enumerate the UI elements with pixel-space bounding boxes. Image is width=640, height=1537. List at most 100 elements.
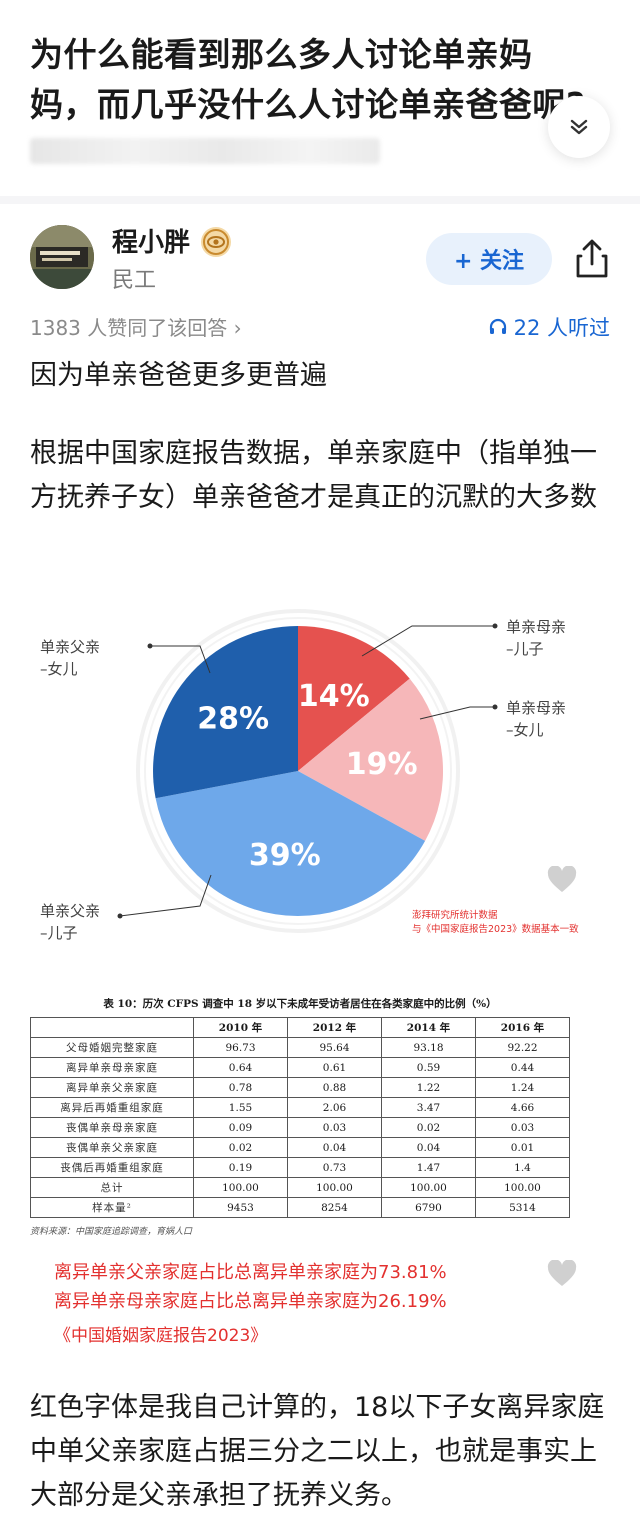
pie-label-father-son-2: –儿子 [40, 924, 78, 942]
data-table-image: 表 10：历次 CFPS 调查中 18 岁以下未成年受访者居住在各类家庭中的比例… [30, 996, 570, 1237]
table-cell: 0.03 [475, 1117, 570, 1138]
pie-value-label-2: 39% [249, 838, 321, 873]
table-row-label: 样本量² [30, 1197, 194, 1218]
answer-paragraph-2: 根据中国家庭报告数据，单亲家庭中（指单独一方抚养子女）单亲爸爸才是真正的沉默的大… [30, 438, 597, 513]
table-cell: 3.47 [381, 1097, 476, 1118]
table-cell: 9453 [193, 1197, 288, 1218]
table-cell: 0.64 [193, 1057, 288, 1078]
table-row-label: 丧偶单亲母亲家庭 [30, 1117, 194, 1138]
answer-paragraph-1: 因为单亲爸爸更多更普遍 [30, 360, 327, 391]
table-header-cell: 2012 年 [287, 1017, 382, 1038]
table-source: 资料来源：中国家庭追踪调查，育娲人口 [30, 1227, 193, 1237]
pie-slice-0 [298, 626, 410, 771]
table-cell: 0.01 [475, 1137, 570, 1158]
table-cell: 0.19 [193, 1157, 288, 1178]
table-cell: 6790 [381, 1197, 476, 1218]
author-title: 民工 [112, 268, 157, 293]
table-row: 离异后再婚重组家庭 1.55 2.06 3.47 4.66 [30, 1097, 570, 1118]
pie-slice-1 [298, 678, 444, 841]
heart-icon[interactable] [547, 866, 577, 894]
table-row-label: 父母婚姻完整家庭 [30, 1037, 194, 1058]
listeners-text: 22 人听过 [513, 316, 610, 340]
question-header: 为什么能看到那么多人讨论单亲妈妈，而几乎没什么人讨论单亲爸爸呢? [0, 0, 640, 196]
table-cell: 0.59 [381, 1057, 476, 1078]
pie-label-mother-daughter-2: –女儿 [506, 721, 544, 739]
follow-button[interactable]: + 关注 [426, 233, 552, 285]
table-cell: 8254 [287, 1197, 382, 1218]
table-cell: 0.03 [287, 1117, 382, 1138]
share-icon[interactable] [572, 238, 612, 280]
upvote-count[interactable]: 1383 人赞同了该回答 › [30, 316, 242, 340]
table-cell: 0.61 [287, 1057, 382, 1078]
table-cell: 1.47 [381, 1157, 476, 1178]
table-row-label: 离异单亲父亲家庭 [30, 1077, 194, 1098]
table-caption: 表 10：历次 CFPS 调查中 18 岁以下未成年受访者居住在各类家庭中的比例… [103, 998, 497, 1010]
pie-label-father-son-1: 单亲父亲 [40, 902, 100, 920]
eye-badge-icon [201, 227, 231, 257]
table-row-label: 丧偶后再婚重组家庭 [30, 1157, 194, 1178]
pie-label-mother-daughter-1: 单亲母亲 [506, 699, 566, 717]
table-cell: 95.64 [287, 1037, 382, 1058]
headphones-icon [489, 318, 506, 334]
table-row: 丧偶后再婚重组家庭 0.19 0.73 1.47 1.4 [30, 1157, 570, 1178]
author-name[interactable]: 程小胖 [112, 228, 191, 258]
red-source: 《中国婚姻家庭报告2023》 [54, 1326, 268, 1346]
table-cell: 0.44 [475, 1057, 570, 1078]
table-row: 总计 100.00 100.00 100.00 100.00 [30, 1177, 570, 1198]
table-row-label: 离异后再婚重组家庭 [30, 1097, 194, 1118]
listeners[interactable]: 22 人听过 [488, 312, 610, 342]
pie-value-label-0: 14% [298, 679, 370, 714]
pie-slice-3 [153, 626, 298, 799]
pie-slice-2 [155, 771, 426, 917]
table-row: 离异单亲父亲家庭 0.78 0.88 1.22 1.24 [30, 1077, 570, 1098]
table-cell: 0.78 [193, 1077, 288, 1098]
table-cell: 1.24 [475, 1077, 570, 1098]
red-note-2: 离异单亲母亲家庭占比总离异单亲家庭为26.19% [54, 1291, 447, 1312]
pie-label-father-daughter-2: –女儿 [40, 660, 78, 678]
table-cell: 93.18 [381, 1037, 476, 1058]
table-cell: 92.22 [475, 1037, 570, 1058]
pie-label-mother-son-1: 单亲母亲 [506, 618, 566, 636]
table-cell: 5314 [475, 1197, 570, 1218]
table-cell: 100.00 [287, 1177, 382, 1198]
table-cell: 96.73 [193, 1037, 288, 1058]
table-row: 样本量² 9453 8254 6790 5314 [30, 1197, 570, 1218]
table-cell: 100.00 [475, 1177, 570, 1198]
section-divider [0, 196, 640, 204]
table-row-label: 丧偶单亲父亲家庭 [30, 1137, 194, 1158]
table-cell: 0.73 [287, 1157, 382, 1178]
table-row: 离异单亲母亲家庭 0.64 0.61 0.59 0.44 [30, 1057, 570, 1078]
expand-button[interactable] [548, 96, 610, 158]
data-table: 2010 年 2012 年 2014 年 2016 年 父母婚姻完整家庭 96.73 95… [30, 1017, 570, 1218]
table-row: 父母婚姻完整家庭 96.73 95.64 93.18 92.22 [30, 1037, 570, 1058]
table-cell: 1.55 [193, 1097, 288, 1118]
red-note-1: 离异单亲父亲家庭占比总离异单亲家庭为73.81% [54, 1262, 447, 1283]
chart-note-1: 澎拜研究所统计数据 [412, 909, 498, 921]
pie-value-label-1: 19% [346, 747, 418, 782]
pie-value-label-3: 28% [197, 701, 269, 736]
table-cell: 0.04 [287, 1137, 382, 1158]
table-cell: 1.4 [475, 1157, 570, 1178]
chevron-down-icon [570, 119, 588, 135]
table-cell: 0.09 [193, 1117, 288, 1138]
heart-icon[interactable] [547, 1260, 577, 1288]
pie-chart: 14%19%39%28% 单亲母亲 –儿子 单亲母亲 –女儿 单亲父亲 –女儿 … [40, 609, 579, 942]
table-cell: 100.00 [381, 1177, 476, 1198]
table-row-label: 总计 [30, 1177, 194, 1198]
table-cell: 1.22 [381, 1077, 476, 1098]
table-cell: 4.66 [475, 1097, 570, 1118]
table-header-cell: 2014 年 [381, 1017, 476, 1038]
table-row-label: 离异单亲母亲家庭 [30, 1057, 194, 1078]
question-title[interactable]: 为什么能看到那么多人讨论单亲妈妈，而几乎没什么人讨论单亲爸爸呢? [30, 35, 586, 124]
pie-label-father-daughter-1: 单亲父亲 [40, 638, 100, 656]
table-cell: 0.88 [287, 1077, 382, 1098]
table-header-cell: 2010 年 [193, 1017, 288, 1038]
table-row: 丧偶单亲母亲家庭 0.09 0.03 0.02 0.03 [30, 1117, 570, 1138]
table-cell: 0.02 [193, 1137, 288, 1158]
pie-label-mother-son-2: –儿子 [506, 640, 544, 658]
avatar[interactable] [30, 225, 94, 289]
table-cell: 0.02 [381, 1117, 476, 1138]
table-cell: 0.04 [381, 1137, 476, 1158]
red-notes: 离异单亲父亲家庭占比总离异单亲家庭为73.81% 离异单亲母亲家庭占比总离异单亲… [54, 1258, 447, 1316]
table-cell: 2.06 [287, 1097, 382, 1118]
